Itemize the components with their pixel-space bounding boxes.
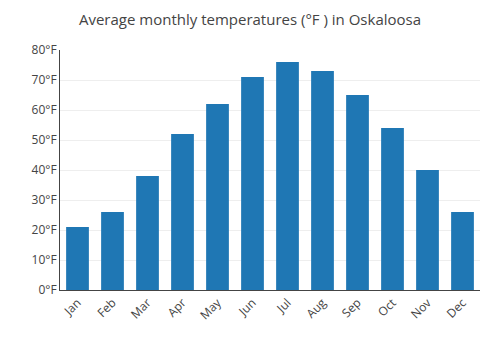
svg-text:Nov: Nov	[407, 294, 435, 322]
svg-text:Apr: Apr	[164, 294, 190, 320]
svg-text:May: May	[196, 294, 225, 323]
svg-text:0°F: 0°F	[38, 281, 56, 298]
svg-text:Dec: Dec	[443, 294, 470, 321]
svg-text:Mar: Mar	[127, 294, 155, 322]
svg-text:Oct: Oct	[374, 294, 400, 320]
svg-text:Sep: Sep	[338, 294, 365, 321]
svg-text:20°F: 20°F	[32, 221, 57, 238]
svg-text:Feb: Feb	[93, 294, 119, 320]
svg-text:Average monthly temperatures (: Average monthly temperatures (°F ) in Os…	[79, 9, 421, 29]
svg-text:Jun: Jun	[234, 294, 259, 319]
svg-text:10°F: 10°F	[32, 251, 57, 268]
svg-text:Jan: Jan	[60, 294, 85, 319]
svg-text:70°F: 70°F	[32, 71, 57, 88]
svg-text:Aug: Aug	[302, 294, 330, 322]
svg-text:Jul: Jul	[272, 294, 294, 316]
svg-text:80°F: 80°F	[32, 41, 57, 58]
svg-text:40°F: 40°F	[32, 161, 57, 178]
svg-text:50°F: 50°F	[32, 131, 57, 148]
svg-text:30°F: 30°F	[32, 191, 57, 208]
svg-text:60°F: 60°F	[32, 101, 57, 118]
